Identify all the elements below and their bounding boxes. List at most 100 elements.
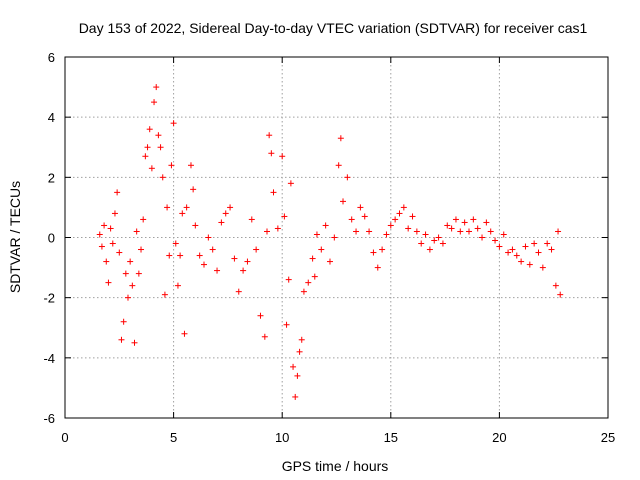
- data-point: [318, 246, 325, 253]
- data-point: [492, 237, 499, 244]
- data-point: [518, 258, 525, 265]
- data-point: [148, 165, 155, 172]
- data-point: [552, 282, 559, 289]
- data-point: [535, 249, 542, 256]
- data-point: [181, 330, 188, 337]
- data-point: [522, 243, 529, 250]
- data-point: [500, 231, 507, 238]
- data-point: [337, 135, 344, 142]
- data-point: [214, 267, 221, 274]
- data-point: [127, 258, 134, 265]
- data-point: [465, 228, 472, 235]
- data-point: [353, 228, 360, 235]
- y-tick-label: 0: [48, 231, 55, 246]
- data-point: [151, 99, 158, 106]
- x-tick-label: 15: [384, 430, 398, 445]
- data-point: [168, 162, 175, 169]
- x-axis-label: GPS time / hours: [282, 458, 389, 474]
- data-point: [483, 219, 490, 226]
- data-point: [305, 279, 312, 286]
- data-point: [120, 318, 127, 325]
- data-point: [435, 234, 442, 241]
- data-point: [118, 336, 125, 343]
- data-point: [231, 255, 238, 262]
- data-point: [116, 249, 123, 256]
- data-point: [426, 246, 433, 253]
- data-point: [539, 264, 546, 271]
- data-point: [107, 225, 114, 232]
- data-point: [296, 348, 303, 355]
- data-point: [144, 144, 151, 151]
- data-point: [487, 228, 494, 235]
- data-point: [431, 237, 438, 244]
- data-point: [348, 216, 355, 223]
- data-point: [448, 225, 455, 232]
- data-point: [268, 150, 275, 157]
- data-point: [98, 243, 105, 250]
- data-point: [222, 210, 229, 217]
- data-point: [192, 222, 199, 229]
- data-point: [370, 249, 377, 256]
- data-point: [129, 282, 136, 289]
- y-tick-label: -4: [43, 351, 55, 366]
- data-point: [105, 279, 112, 286]
- data-point: [387, 222, 394, 229]
- data-point: [101, 222, 108, 229]
- data-point: [335, 162, 342, 169]
- data-point: [159, 174, 166, 181]
- data-point: [298, 336, 305, 343]
- data-point: [103, 258, 110, 265]
- x-tick-label: 0: [61, 430, 68, 445]
- data-point: [96, 231, 103, 238]
- y-tick-label: 2: [48, 170, 55, 185]
- data-point: [557, 291, 564, 298]
- data-point: [322, 222, 329, 229]
- data-point: [279, 153, 286, 160]
- data-point: [396, 210, 403, 217]
- data-point: [326, 258, 333, 265]
- data-point: [400, 204, 407, 211]
- data-point: [409, 213, 416, 220]
- data-point: [263, 228, 270, 235]
- data-point: [109, 240, 116, 247]
- data-point: [172, 240, 179, 247]
- data-point: [285, 276, 292, 283]
- data-point: [283, 321, 290, 328]
- y-tick-label: 6: [48, 50, 55, 65]
- data-point: [142, 153, 149, 160]
- x-tick-label: 10: [275, 430, 289, 445]
- data-point: [357, 204, 364, 211]
- data-point: [413, 228, 420, 235]
- data-point: [114, 189, 121, 196]
- data-point: [164, 204, 171, 211]
- data-point: [235, 288, 242, 295]
- data-point: [505, 249, 512, 256]
- data-point: [461, 219, 468, 226]
- data-point: [379, 246, 386, 253]
- data-point: [133, 228, 140, 235]
- data-point: [474, 225, 481, 232]
- data-point: [146, 126, 153, 133]
- data-point: [294, 372, 301, 379]
- data-point: [124, 294, 131, 301]
- y-tick-label: 4: [48, 110, 55, 125]
- data-point: [257, 312, 264, 319]
- data-point: [166, 252, 173, 259]
- axis-ticks: 0 5 10 15 20 25 -6 -4 -2 0 2 4 6: [43, 50, 615, 445]
- y-axis-label: SDTVAR / TECUs: [7, 181, 23, 293]
- data-point: [205, 234, 212, 241]
- data-point: [405, 225, 412, 232]
- data-point: [374, 264, 381, 271]
- y-tick-label: -2: [43, 291, 55, 306]
- data-point: [340, 198, 347, 205]
- data-point: [244, 258, 251, 265]
- data-point: [270, 189, 277, 196]
- data-point: [190, 186, 197, 193]
- y-tick-label: -6: [43, 411, 55, 426]
- chart-title: Day 153 of 2022, Sidereal Day-to-day VTE…: [79, 20, 588, 36]
- data-point: [161, 291, 168, 298]
- data-point: [479, 234, 486, 241]
- data-point: [187, 162, 194, 169]
- data-point: [313, 231, 320, 238]
